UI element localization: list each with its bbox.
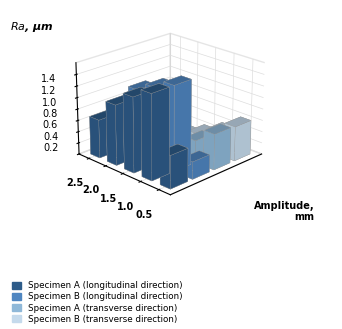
- Legend: Specimen A (longitudinal direction), Specimen B (longitudinal direction), Specim: Specimen A (longitudinal direction), Spe…: [11, 280, 183, 325]
- Text: $Ra$, μm: $Ra$, μm: [10, 20, 54, 34]
- Text: Amplitude,
mm: Amplitude, mm: [254, 201, 315, 222]
